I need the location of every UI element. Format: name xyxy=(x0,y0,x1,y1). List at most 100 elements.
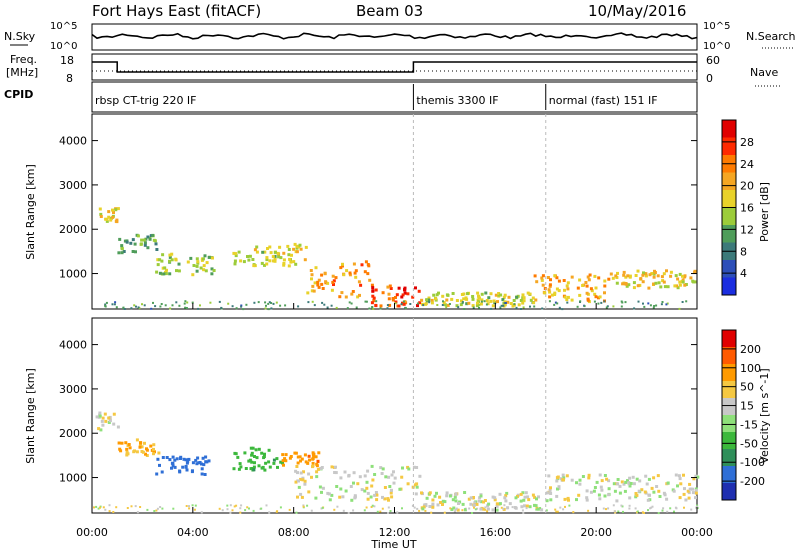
cpid-segment-label: rbsp CT-trig 220 IF xyxy=(95,94,197,107)
ground-scatter-cell xyxy=(643,512,645,514)
colorbar-tick-label: 15 xyxy=(740,400,754,413)
ground-scatter-cell xyxy=(468,507,471,510)
ground-scatter-cell xyxy=(642,302,644,305)
echo-cell xyxy=(205,261,209,265)
ground-scatter-cell xyxy=(483,300,486,303)
echo-cell xyxy=(255,250,259,254)
echo-cell xyxy=(310,475,313,479)
echo-cell xyxy=(594,286,598,290)
ground-scatter-cell xyxy=(506,507,509,510)
echo-cell xyxy=(465,297,469,301)
echo-cell xyxy=(294,451,298,455)
echo-cell xyxy=(498,492,502,496)
ground-scatter-cell xyxy=(655,304,658,307)
echo-cell xyxy=(499,293,503,297)
echo-cell xyxy=(105,217,109,221)
echo-cell xyxy=(504,494,508,498)
echo-cell xyxy=(295,246,299,250)
echo-cell xyxy=(654,281,658,285)
echo-cell xyxy=(357,280,361,284)
echo-cell xyxy=(653,271,657,274)
echo-cell xyxy=(618,491,622,495)
ground-scatter-cell xyxy=(559,506,562,509)
echo-cell xyxy=(448,494,452,498)
echo-cell xyxy=(586,275,590,279)
echo-cell xyxy=(681,278,685,282)
echo-cell xyxy=(175,269,178,273)
echo-cell xyxy=(328,498,332,502)
ground-scatter-cell xyxy=(502,507,505,510)
ground-scatter-cell xyxy=(474,508,477,511)
echo-cell xyxy=(450,297,454,301)
cpid-segments: rbsp CT-trig 220 IF themis 3300 IF normal … xyxy=(95,84,658,110)
ground-scatter-cell xyxy=(264,301,267,304)
echo-cell xyxy=(647,493,651,497)
ground-scatter-cell xyxy=(576,305,579,308)
echo-cell xyxy=(152,447,155,451)
echo-cell xyxy=(160,470,164,474)
time-tick-label: 00:00 xyxy=(76,526,108,539)
echo-cell xyxy=(196,260,200,264)
echo-cell xyxy=(441,503,444,506)
echo-cell xyxy=(173,465,177,469)
ground-scatter-cell xyxy=(641,511,644,514)
echo-cell xyxy=(523,504,526,508)
echo-cell xyxy=(317,451,321,455)
echo-cell xyxy=(239,465,243,469)
echo-cell xyxy=(273,257,277,261)
echo-cell xyxy=(586,298,590,302)
y-tick-label: 1000 xyxy=(59,268,87,281)
echo-cell xyxy=(603,494,607,498)
ground-scatter-cell xyxy=(666,510,669,513)
echo-cell xyxy=(339,487,343,491)
echo-cell xyxy=(263,468,267,472)
echo-cell xyxy=(691,487,695,491)
echo-cell xyxy=(541,283,545,287)
echo-cell xyxy=(562,476,566,480)
echo-cell xyxy=(682,492,686,496)
echo-cell xyxy=(311,465,314,469)
echo-cell xyxy=(386,497,390,501)
echo-cell xyxy=(253,248,257,252)
echo-cell xyxy=(319,467,323,470)
echo-cell xyxy=(366,497,370,501)
echo-cell xyxy=(636,284,640,288)
echo-cell xyxy=(694,496,697,500)
ground-scatter-cell xyxy=(288,508,291,511)
echo-cell xyxy=(262,455,266,458)
colorbar-tick-label: -50 xyxy=(740,437,758,450)
echo-cell xyxy=(663,285,667,289)
echo-cell xyxy=(526,495,530,499)
echo-cell xyxy=(585,496,589,500)
echo-cell xyxy=(489,299,493,303)
nsky-right-tick-bottom: 10^0 xyxy=(703,41,730,52)
echo-cell xyxy=(341,495,345,499)
echo-cell xyxy=(161,456,165,459)
echo-cell xyxy=(678,283,682,287)
echo-cell xyxy=(567,498,570,502)
echo-cell xyxy=(263,250,267,254)
ground-scatter-cell xyxy=(503,302,506,305)
echo-cell xyxy=(469,496,473,500)
echo-cell xyxy=(282,263,286,267)
colorbar-swatch xyxy=(722,330,736,348)
colorbar-tick-label: 200 xyxy=(740,343,761,356)
ground-scatter-cell xyxy=(612,305,615,308)
ground-scatter-cell xyxy=(660,303,663,306)
echo-cell xyxy=(531,493,535,497)
echo-cell xyxy=(587,278,591,282)
ground-scatter-cell xyxy=(376,510,379,513)
echo-cell xyxy=(660,275,664,279)
ground-scatter-cell xyxy=(607,507,610,510)
echo-cell xyxy=(146,235,150,239)
echo-cell xyxy=(281,459,285,463)
echo-cell xyxy=(461,502,465,506)
ground-scatter-cell xyxy=(372,308,375,310)
echo-cell xyxy=(195,264,199,268)
ground-scatter-cell xyxy=(231,509,234,512)
echo-cell xyxy=(663,493,667,497)
ground-scatter-cell xyxy=(310,509,313,512)
ground-scatter-cell xyxy=(499,306,502,309)
echo-cell xyxy=(317,285,321,289)
echo-cell xyxy=(555,287,559,291)
